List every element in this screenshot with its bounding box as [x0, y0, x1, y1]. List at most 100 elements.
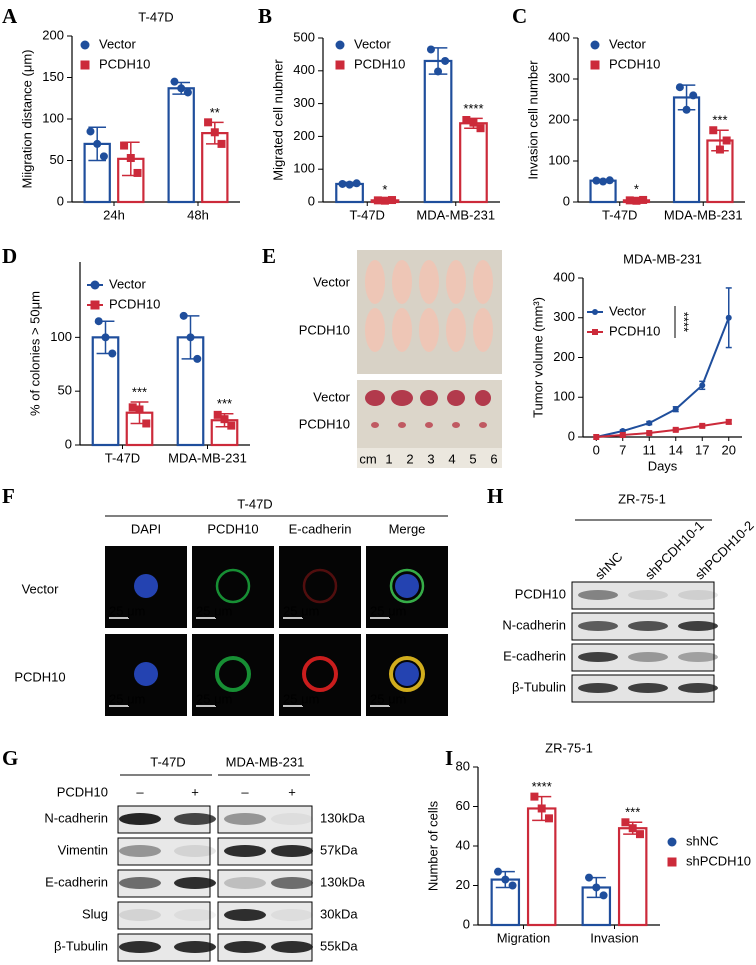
data-point [699, 422, 706, 429]
data-point [646, 420, 653, 427]
legend-label: PCDH10 [354, 56, 405, 71]
data-point [179, 311, 188, 320]
data-point [183, 88, 192, 97]
membrane [302, 568, 338, 604]
tumor [447, 390, 465, 406]
y-tick-label: 500 [293, 29, 315, 44]
y-tick-label: 200 [548, 111, 570, 126]
y-tick-label: 0 [57, 193, 64, 208]
significance: * [382, 182, 387, 197]
y-tick-label: 200 [553, 349, 575, 364]
data-point [227, 421, 236, 430]
data-point [133, 168, 142, 177]
y-tick-label: 0 [65, 436, 72, 451]
data-point [338, 179, 347, 188]
data-point [204, 118, 213, 127]
data-point [177, 84, 186, 93]
data-point [120, 141, 129, 150]
y-tick-label: 20 [456, 877, 470, 892]
micrograph [279, 634, 361, 716]
y-tick-label: 50 [50, 152, 64, 167]
data-point [709, 126, 718, 135]
x-axis-label: Days [648, 458, 678, 473]
panel-label: C [512, 4, 527, 28]
data-point [590, 60, 600, 70]
chart-title: MDA-MB-231 [623, 251, 702, 266]
data-point [592, 176, 601, 185]
y-tick-label: 60 [456, 798, 470, 813]
data-point [672, 426, 679, 433]
x-tick-label: 7 [619, 442, 626, 457]
panel-label: H [487, 484, 503, 508]
mouse [419, 308, 439, 352]
chart-title: ZR-75-1 [545, 740, 593, 755]
y-tick-label: 0 [568, 428, 575, 443]
lane-label: – [241, 784, 249, 799]
band [119, 877, 161, 889]
ruler-label: 2 [406, 451, 413, 466]
scale-label: 25 μm [283, 603, 319, 618]
x-tick-label: 17 [695, 442, 709, 457]
scale-label: 25 μm [370, 603, 406, 618]
band [578, 621, 618, 631]
data-point [86, 127, 95, 136]
significance: **** [463, 101, 483, 116]
x-tick-label: 14 [669, 442, 683, 457]
data-point [593, 434, 600, 440]
data-point [675, 83, 684, 92]
data-point [639, 195, 648, 204]
data-point [128, 403, 137, 412]
y-tick-label: 150 [42, 69, 64, 84]
y-tick-label: 400 [548, 29, 570, 44]
data-point [80, 40, 90, 50]
column-label: DAPI [131, 521, 161, 536]
row-label: N-cadherin [44, 810, 108, 825]
data-point [592, 309, 598, 315]
data-point [619, 432, 626, 439]
tumor [391, 390, 413, 406]
significance: *** [132, 384, 147, 399]
data-point [476, 124, 485, 133]
scale-label: 25 μm [283, 691, 319, 706]
bar [459, 122, 488, 204]
row-label: PCDH10 [14, 669, 65, 684]
significance: **** [532, 779, 552, 794]
mouse [365, 260, 385, 304]
data-point [621, 818, 630, 827]
data-point [210, 128, 219, 137]
data-point [108, 349, 117, 358]
band [678, 590, 718, 600]
size-label: 55kDa [320, 938, 358, 953]
band [628, 683, 668, 693]
legend-label: Vector [99, 36, 137, 51]
band [271, 909, 313, 921]
legend-label: PCDH10 [609, 323, 660, 338]
data-point [592, 329, 598, 335]
membrane [215, 656, 251, 692]
panel-label: E [262, 244, 276, 268]
row-label: Vimentin [58, 842, 108, 857]
data-point [667, 837, 677, 847]
data-point [689, 91, 698, 100]
y-axis-label: Number of cells [425, 800, 440, 891]
panel-title: T-47D [237, 496, 272, 511]
lane-label: – [136, 784, 144, 799]
band [174, 845, 216, 857]
row-label: Vector [313, 389, 351, 404]
band [224, 909, 266, 921]
data-point [90, 300, 100, 310]
scale-label: 25 μm [109, 691, 145, 706]
data-point [93, 139, 102, 148]
data-point [599, 891, 608, 900]
y-tick-label: 100 [553, 389, 575, 404]
data-point [426, 45, 435, 54]
x-tick-label: 11 [643, 442, 657, 457]
panel-label: F [2, 484, 15, 508]
ruler-label: 1 [385, 451, 392, 466]
x-tick-label: 24h [103, 207, 125, 222]
band [119, 845, 161, 857]
panel-label: D [2, 244, 17, 268]
band [271, 813, 313, 825]
data-point [90, 280, 100, 290]
blot [217, 805, 313, 834]
